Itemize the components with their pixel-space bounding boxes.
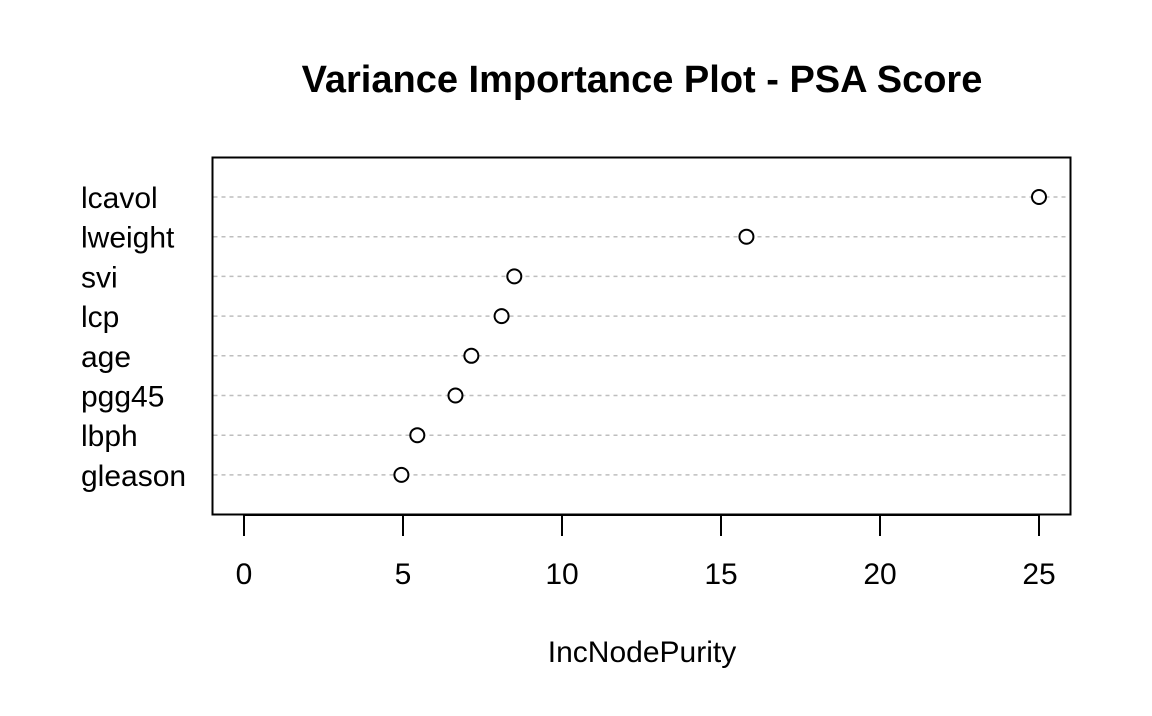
x-axis-ticks: 0 5 10 15 20 25 [236,515,1056,591]
category-label-gleason: gleason [81,460,186,493]
x-tick-label-5: 5 [395,558,412,591]
x-axis: 0 5 10 15 20 25 [236,514,1056,591]
data-point-lcavol [1031,189,1047,205]
category-label-age: age [81,341,131,374]
category-labels: lcavol lweight svi lcp age pgg45 lbph gleason [81,182,186,493]
data-point-pgg45 [447,387,464,404]
data-point-age [463,347,480,364]
x-tick-label-25: 25 [1022,558,1055,591]
grid-lines [213,196,1070,476]
category-label-lweight: lweight [81,222,175,255]
data-point-lbph [409,427,426,444]
data-point-svi [506,268,523,285]
data-points [393,189,1047,483]
category-label-svi: svi [81,261,118,294]
data-point-lweight [738,228,755,245]
chart-title: Variance Importance Plot - PSA Score [302,59,983,101]
category-label-lcavol: lcavol [81,182,158,215]
x-tick-label-0: 0 [236,558,253,591]
x-tick-label-15: 15 [704,558,737,591]
category-label-pgg45: pgg45 [81,381,164,414]
data-point-gleason [393,466,410,483]
x-tick-label-10: 10 [545,558,578,591]
plot-frame [211,156,1072,516]
data-point-lcp [493,308,510,325]
category-label-lcp: lcp [81,301,119,334]
x-axis-label: IncNodePurity [548,636,736,669]
x-tick-label-20: 20 [863,558,896,591]
category-label-lbph: lbph [81,420,138,453]
